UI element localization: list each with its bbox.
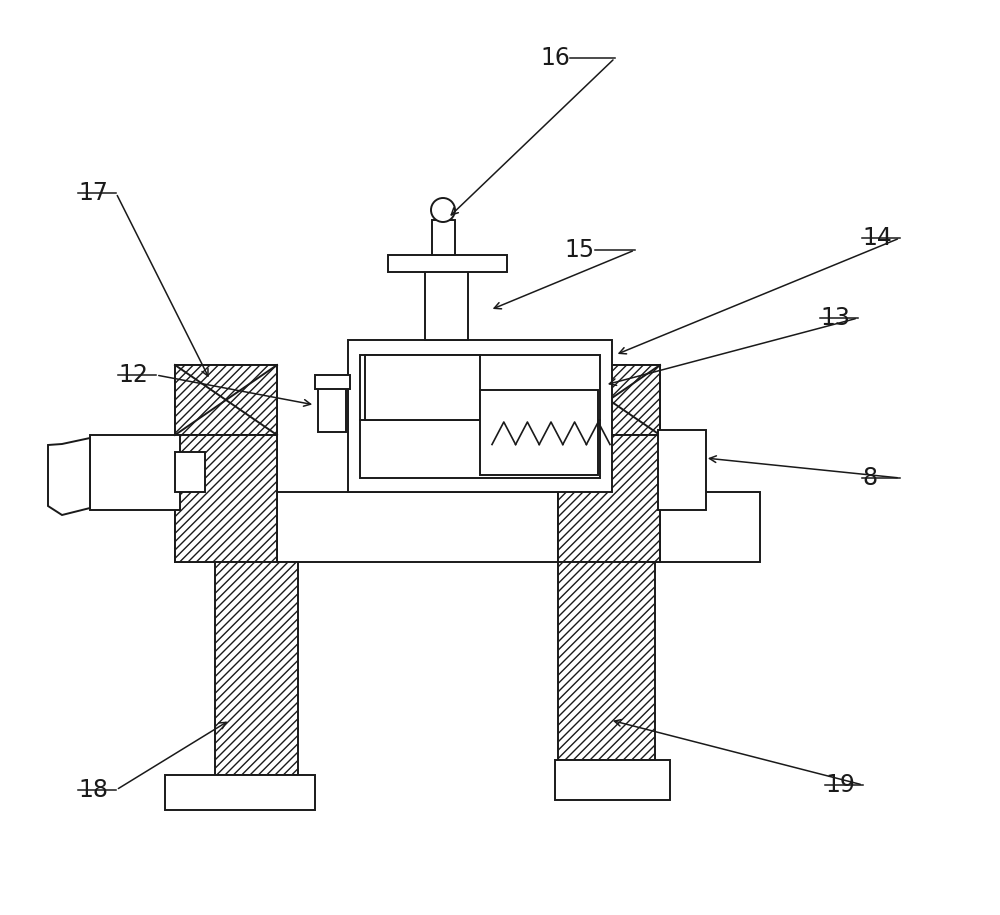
Bar (365, 355, 480, 420)
Text: 19: 19 (825, 773, 855, 797)
Text: 8: 8 (862, 466, 877, 490)
Bar (558, 365, 660, 562)
Bar (425, 270, 468, 340)
Bar (215, 562, 298, 775)
Bar (175, 435, 277, 562)
Polygon shape (48, 438, 90, 515)
Bar (658, 430, 706, 510)
Bar (90, 435, 180, 510)
Bar (318, 387, 346, 432)
Text: 15: 15 (565, 238, 595, 262)
Text: 16: 16 (540, 46, 570, 70)
Bar (215, 492, 760, 562)
Bar (480, 390, 598, 475)
Text: 13: 13 (820, 306, 850, 330)
Bar (175, 365, 277, 562)
Bar (175, 452, 205, 492)
Text: 17: 17 (78, 181, 108, 205)
Bar (558, 562, 655, 760)
Bar (175, 365, 277, 435)
Bar (555, 760, 670, 800)
Text: 18: 18 (78, 778, 108, 802)
Circle shape (431, 198, 455, 222)
Bar (315, 375, 350, 389)
Bar (165, 775, 315, 810)
Text: 12: 12 (118, 363, 148, 387)
Text: 14: 14 (862, 226, 892, 250)
Bar (360, 355, 600, 478)
Bar (432, 220, 455, 255)
Bar (558, 365, 660, 435)
Bar (348, 340, 612, 492)
Bar (388, 255, 507, 272)
Bar (558, 435, 660, 562)
